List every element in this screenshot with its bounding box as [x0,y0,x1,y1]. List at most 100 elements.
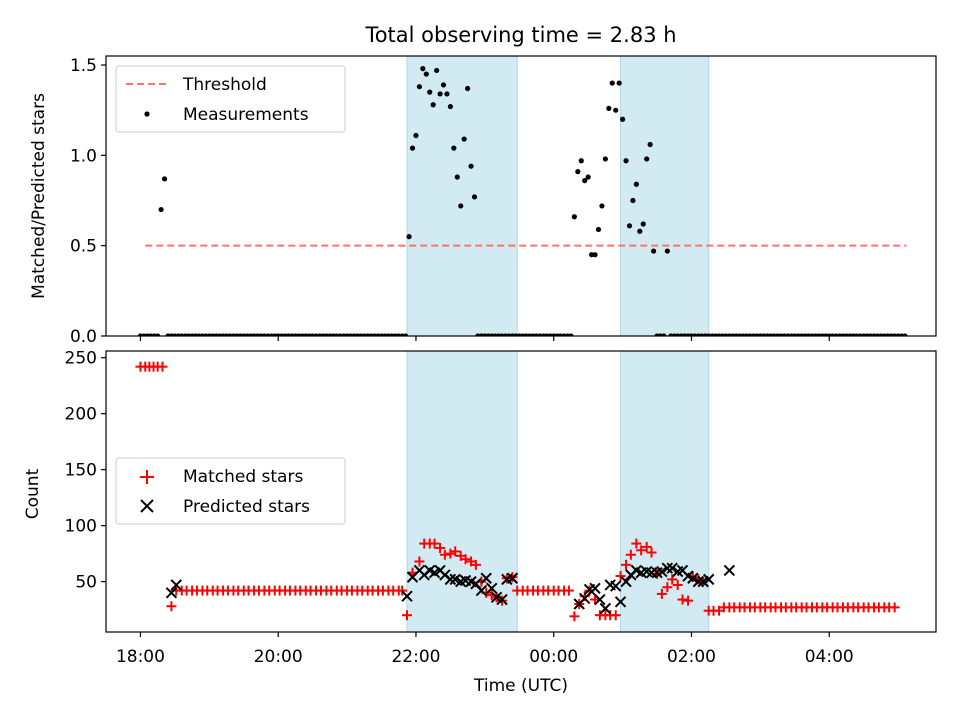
measurement-point [403,333,409,336]
observing-window-2 [620,56,710,336]
predicted-star-point [475,584,488,597]
predicted-star-point [620,575,632,588]
predicted-star-point [656,565,668,578]
predicted-star-point [589,582,601,595]
matched-star-point [429,538,440,549]
x-tick-label: 00:00 [529,647,578,667]
measurement-point [440,82,447,88]
predicted-star-point [496,593,508,606]
measurement-point [458,203,464,209]
axes-frame-bottom [105,350,937,633]
x-tick-label: 20:00 [254,647,303,667]
legend-measurements-label: Measurements [183,105,309,125]
predicted-star-point [401,590,413,602]
matched-star-point [672,579,683,590]
measurement-point [406,234,412,240]
y-axis-label-count: Count [23,468,43,519]
measurement-point [423,71,429,77]
measurement-point [444,91,450,97]
predicted-star-point [165,587,178,599]
matched-star-point [166,601,177,612]
chart-title: Total observing time = 2.83 h [364,23,676,47]
predicted-star-point [702,573,715,586]
measurement-point [647,141,653,148]
matched-star-point [615,571,626,582]
matched-star-point [621,559,632,570]
matched-star-point [460,554,471,565]
measurement-point [595,226,602,233]
predicted-star-point [610,580,622,592]
matched-star-point [157,361,168,372]
panel-counts: 50 100 150 200 250 18:00 20:00 22:00 00:00 02:00… [23,349,937,696]
measurement-point [619,116,626,122]
predicted-star-point [666,562,678,574]
measurement-point [413,132,419,139]
measurement-point [623,158,629,164]
y-tick-label: 100 [65,517,97,537]
measurement-point [568,333,574,336]
matched-star-point [569,611,580,622]
matched-star-point [435,543,446,554]
predicted-star-point [444,573,457,586]
predicted-star-point [480,572,492,584]
measurement-point [420,66,426,72]
predicted-star-point [723,564,736,577]
y-tick-label: 1.0 [70,146,97,166]
observing-window-1 [406,56,518,336]
measurement-point [585,174,591,180]
predicted-star-point [599,602,612,615]
measurement-point [575,169,581,175]
measurement-point [616,80,622,86]
measurement-point [571,214,577,220]
y-axis-label-ratio: Matched/Predicted stars [29,93,49,299]
x-tick-label: 02:00 [667,647,716,667]
matched-star-point [656,588,667,599]
measurement-point [606,105,612,111]
y-tick-label: 250 [65,349,97,369]
legend-top: Threshold Measurements [115,65,346,133]
measurement-point [471,194,478,200]
predicted-star-point [486,582,498,595]
legend-predicted-label: Predicted stars [183,497,310,517]
matched-star-point [402,610,413,621]
measurement-point [633,181,639,187]
matched-star-point [662,582,673,593]
measurement-point [430,102,436,108]
x-axis-label: Time (UTC) [473,676,568,696]
measurement-point [416,84,423,90]
matched-star-point [590,594,601,605]
matched-star-point [450,546,461,557]
measurement-point [409,145,416,151]
measurement-point [650,248,657,254]
predicted-star-point [692,575,705,588]
y-tick-label: 0.5 [70,237,97,257]
measurement-point [902,333,908,336]
legend-predicted-swatch [140,499,154,513]
y-tick-label: 50 [75,573,97,593]
legend-threshold-label: Threshold [182,75,267,95]
observing-window-2 [620,351,710,632]
y-tick-label: 150 [65,461,97,481]
y-tick-label: 200 [65,405,97,425]
predicted-star-point [506,572,519,584]
measurement-point [155,333,161,336]
measurement-point [609,80,615,86]
predicted-star-point [579,592,591,605]
matched-star-point [641,541,652,552]
observing-window-1 [406,351,518,632]
predicted-star-point [170,579,182,591]
legend-bottom: Matched stars Predicted stars [115,457,346,525]
measurement-point [661,333,667,336]
x-tick-label: 22:00 [391,647,440,667]
measurement-point [161,176,168,182]
measurement-point [602,156,608,162]
matched-star-point [683,595,694,606]
measurement-point [664,248,670,254]
x-tick-label: 18:00 [116,647,165,667]
measurement-point [454,174,460,180]
predicted-star-point [661,562,674,574]
measurement-point [427,89,433,95]
measurement-point [582,178,588,184]
axes-frame-top [105,55,937,337]
